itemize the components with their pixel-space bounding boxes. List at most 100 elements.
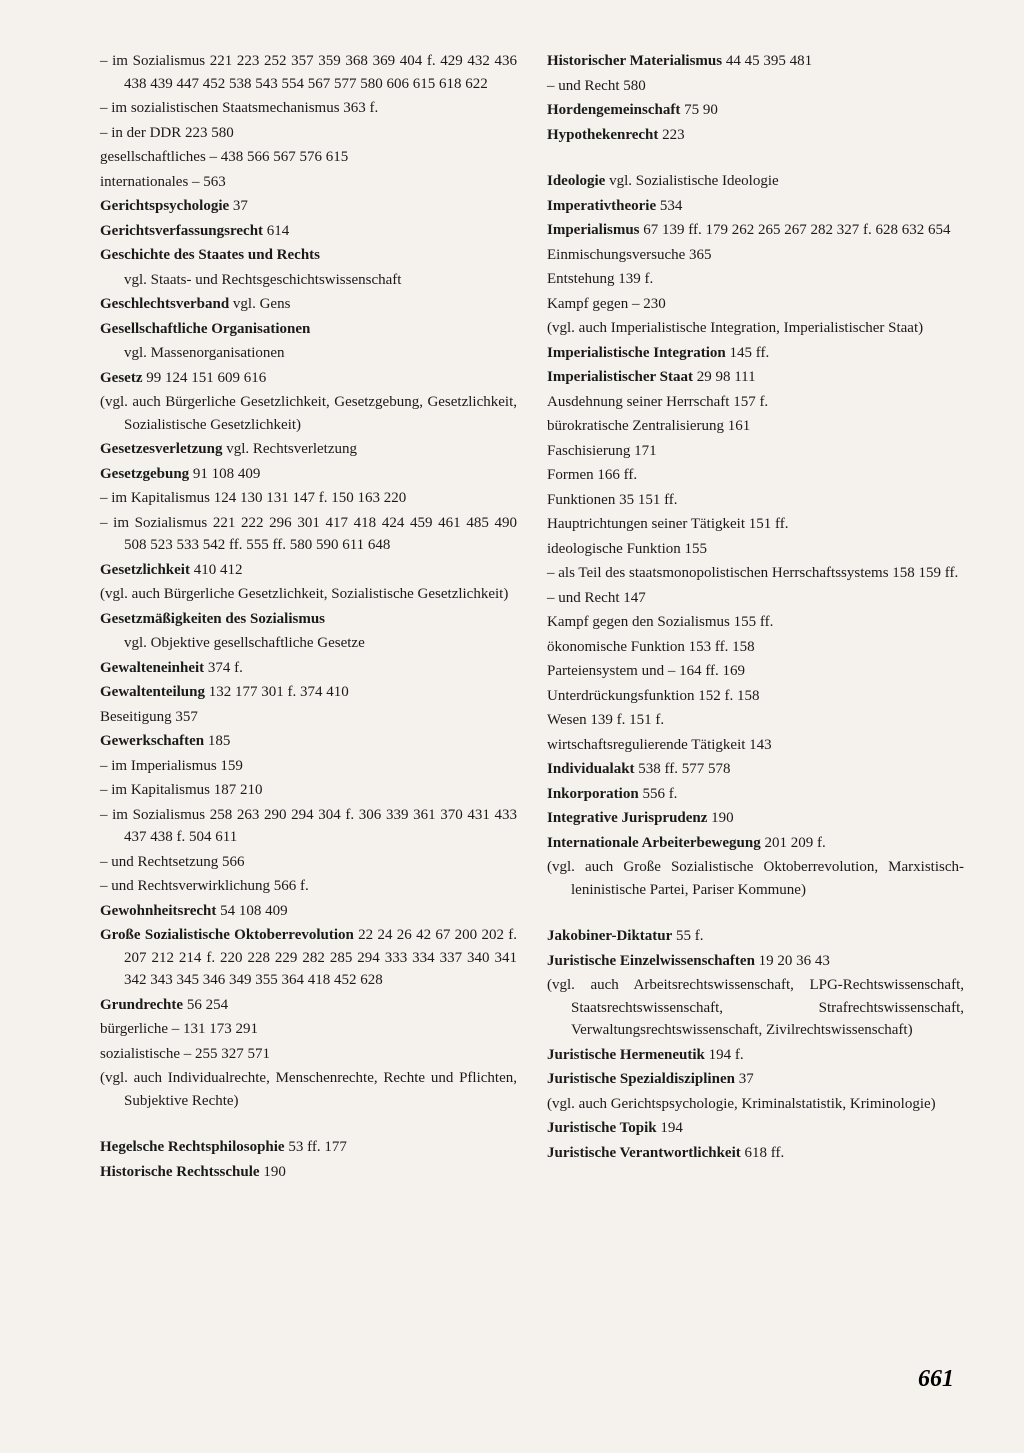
index-entry: (vgl. auch Gerichtspsychologie, Kriminal… [547, 1093, 964, 1116]
index-term: Juristische Topik [547, 1120, 657, 1136]
index-entry: Juristische Verantwortlichkeit 618 ff. [547, 1142, 964, 1165]
index-entry: Juristische Spezialdisziplinen 37 [547, 1068, 964, 1091]
index-pages: 190 [707, 810, 733, 826]
index-entry: Gesetzesverletzung vgl. Rechtsverletzung [100, 438, 517, 461]
index-pages: 99 124 151 609 616 [142, 370, 266, 386]
index-term: Gesetzgebung [100, 466, 189, 482]
index-pages: 194 f. [705, 1047, 744, 1063]
index-term: Grundrechte [100, 997, 183, 1013]
index-entry: Parteiensystem und – 164 ff. 169 [547, 660, 964, 683]
index-pages: 55 f. [672, 928, 703, 944]
index-page: – im Sozialismus 221 223 252 357 359 368… [0, 0, 1024, 1225]
index-entry: Historischer Materialismus 44 45 395 481 [547, 50, 964, 73]
index-term: Gewohnheitsrecht [100, 903, 216, 919]
index-term: Gesellschaftliche Organisationen [100, 321, 310, 337]
index-pages: 410 412 [190, 562, 243, 578]
index-term: Hypothekenrecht [547, 127, 658, 143]
index-entry: – im Imperialismus 159 [100, 755, 517, 778]
index-entry: (vgl. auch Arbeitsrechtswissenschaft, LP… [547, 974, 964, 1042]
index-entry: ökonomische Funktion 153 ff. 158 [547, 636, 964, 659]
index-pages: 54 108 409 [216, 903, 287, 919]
index-term: Gewerkschaften [100, 733, 204, 749]
index-pages: 67 139 ff. 179 262 265 267 282 327 f. 62… [640, 222, 951, 238]
index-pages: 132 177 301 f. 374 410 [205, 684, 349, 700]
index-term: Gerichtsverfassungsrecht [100, 223, 263, 239]
index-entry: ideologische Funktion 155 [547, 538, 964, 561]
index-term: Individualakt [547, 761, 635, 777]
index-pages: 194 [657, 1120, 683, 1136]
index-entry: Große Sozialistische Oktoberrevolution 2… [100, 924, 517, 992]
index-entry: Gesetz 99 124 151 609 616 [100, 367, 517, 390]
index-pages: 145 ff. [726, 345, 769, 361]
index-entry: Imperialistischer Staat 29 98 111 [547, 366, 964, 389]
index-entry: Gerichtsverfassungsrecht 614 [100, 220, 517, 243]
index-pages: 91 108 409 [189, 466, 260, 482]
index-pages: 44 45 395 481 [722, 53, 812, 69]
index-term: Imperialismus [547, 222, 640, 238]
index-entry: (vgl. auch Große Sozialistische Oktoberr… [547, 856, 964, 901]
index-entry: – in der DDR 223 580 [100, 122, 517, 145]
index-entry: wirtschaftsregulierende Tätigkeit 143 [547, 734, 964, 757]
index-term: Gesetzmäßigkeiten des Sozialismus [100, 611, 325, 627]
index-entry: internationales – 563 [100, 171, 517, 194]
index-entry: Gerichtspsychologie 37 [100, 195, 517, 218]
index-pages: 75 90 [680, 102, 718, 118]
index-entry: (vgl. auch Bürgerliche Gesetzlichkeit, G… [100, 391, 517, 436]
index-entry: Hegelsche Rechtsphilosophie 53 ff. 177 [100, 1136, 517, 1159]
index-pages: 201 209 f. [761, 835, 826, 851]
index-term: Geschlechtsverband [100, 296, 229, 312]
index-pages: vgl. Sozialistische Ideologie [605, 173, 778, 189]
index-term: Juristische Verantwortlichkeit [547, 1145, 741, 1161]
index-pages: 19 20 36 43 [755, 953, 830, 969]
index-term: Hegelsche Rechtsphilosophie [100, 1139, 285, 1155]
index-term: Imperialistischer Staat [547, 369, 693, 385]
index-pages: 56 254 [183, 997, 228, 1013]
right-column: Historischer Materialismus 44 45 395 481… [547, 50, 964, 1185]
index-entry: Geschlechtsverband vgl. Gens [100, 293, 517, 316]
index-term: Hordengemeinschaft [547, 102, 680, 118]
index-entry: Gewaltenteilung 132 177 301 f. 374 410 [100, 681, 517, 704]
index-pages: 185 [204, 733, 230, 749]
index-entry: Historische Rechtsschule 190 [100, 1161, 517, 1184]
index-entry: Funktionen 35 151 ff. [547, 489, 964, 512]
index-pages: vgl. Rechtsverletzung [222, 441, 357, 457]
index-pages: 534 [656, 198, 682, 214]
index-entry: Juristische Hermeneutik 194 f. [547, 1044, 964, 1067]
index-entry: – und Rechtsverwirklichung 566 f. [100, 875, 517, 898]
index-pages: 223 [658, 127, 684, 143]
index-pages: vgl. Gens [229, 296, 290, 312]
index-entry: Hauptrichtungen seiner Tätigkeit 151 ff. [547, 513, 964, 536]
index-term: Gesetzesverletzung [100, 441, 222, 457]
index-entry: Imperialistische Integration 145 ff. [547, 342, 964, 365]
index-entry: Entstehung 139 f. [547, 268, 964, 291]
index-entry: – und Recht 580 [547, 75, 964, 98]
index-entry: – im Sozialismus 258 263 290 294 304 f. … [100, 804, 517, 849]
index-entry: Ideologie vgl. Sozialistische Ideologie [547, 170, 964, 193]
page-number: 661 [918, 1366, 954, 1393]
index-entry: Formen 166 ff. [547, 464, 964, 487]
index-entry: Gesellschaftliche Organisationen [100, 318, 517, 341]
index-entry: – im Sozialismus 221 223 252 357 359 368… [100, 50, 517, 95]
index-term: Historische Rechtsschule [100, 1164, 260, 1180]
index-term: Gesetz [100, 370, 142, 386]
index-term: Internationale Arbeiterbewegung [547, 835, 761, 851]
index-entry: Ausdehnung seiner Herrschaft 157 f. [547, 391, 964, 414]
index-term: Jakobiner-Diktatur [547, 928, 672, 944]
index-term: Gerichtspsychologie [100, 198, 229, 214]
index-entry: Gewohnheitsrecht 54 108 409 [100, 900, 517, 923]
index-term: Gesetzlichkeit [100, 562, 190, 578]
index-entry: bürokratische Zentralisierung 161 [547, 415, 964, 438]
index-term: Imperativtheorie [547, 198, 656, 214]
index-entry: Hypothekenrecht 223 [547, 124, 964, 147]
index-entry: bürgerliche – 131 173 291 [100, 1018, 517, 1041]
index-entry: Juristische Topik 194 [547, 1117, 964, 1140]
index-entry: Einmischungsversuche 365 [547, 244, 964, 267]
index-entry: – als Teil des staatsmonopolistischen He… [547, 562, 964, 585]
index-entry: Gesetzgebung 91 108 409 [100, 463, 517, 486]
index-term: Gewalteneinheit [100, 660, 204, 676]
index-entry: (vgl. auch Imperialistische Integration,… [547, 317, 964, 340]
index-term: Große Sozialistische Oktoberrevolution [100, 927, 354, 943]
index-pages: 53 ff. 177 [285, 1139, 347, 1155]
index-entry: – und Rechtsetzung 566 [100, 851, 517, 874]
index-entry: gesellschaftliches – 438 566 567 576 615 [100, 146, 517, 169]
